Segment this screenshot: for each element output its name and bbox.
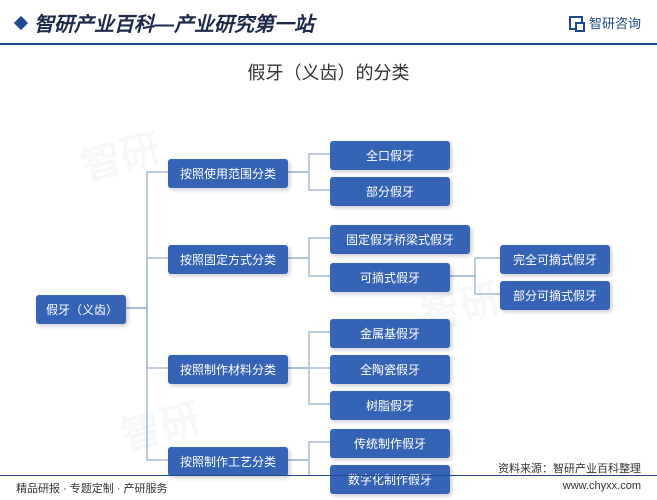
leaf-node: 金属基假牙 — [330, 319, 450, 348]
leaf-node: 树脂假牙 — [330, 391, 450, 420]
category-node: 按照使用范围分类 — [168, 159, 288, 188]
watermark: 智研 — [74, 116, 166, 193]
leaf-node: 固定假牙桥梁式假牙 — [330, 225, 470, 254]
header: 智研产业百科—产业研究第一站 智研咨询 — [0, 0, 657, 45]
root-node: 假牙（义齿） — [36, 295, 126, 324]
diagram-title: 假牙（义齿）的分类 — [0, 45, 657, 95]
leaf-node: 可摘式假牙 — [330, 263, 450, 292]
source-text: 资料来源：智研产业百科整理 — [498, 460, 641, 476]
category-node: 按照制作材料分类 — [168, 355, 288, 384]
subleaf-node: 部分可摘式假牙 — [500, 281, 610, 310]
footer-right: www.chyxx.com — [563, 480, 641, 496]
header-left: 智研产业百科—产业研究第一站 — [16, 8, 314, 37]
page-title: 智研产业百科—产业研究第一站 — [34, 8, 314, 37]
logo-icon — [569, 16, 583, 30]
brand-text: 智研咨询 — [589, 13, 641, 32]
leaf-node: 全陶瓷假牙 — [330, 355, 450, 384]
diamond-icon — [14, 15, 28, 29]
subleaf-node: 完全可摘式假牙 — [500, 245, 610, 274]
leaf-node: 部分假牙 — [330, 177, 450, 206]
header-brand: 智研咨询 — [569, 13, 641, 32]
leaf-node: 全口假牙 — [330, 141, 450, 170]
leaf-node: 传统制作假牙 — [330, 429, 450, 458]
category-node: 按照固定方式分类 — [168, 245, 288, 274]
tree-diagram: 智研 智研 智研 假牙（义齿）按照使用范围分类按照固定方式分类按照制作材料分类按… — [0, 95, 657, 475]
category-node: 按照制作工艺分类 — [168, 447, 288, 476]
footer-left: 精品研报 · 专题定制 · 产研服务 — [16, 480, 168, 496]
footer: 精品研报 · 专题定制 · 产研服务 www.chyxx.com — [0, 475, 657, 500]
